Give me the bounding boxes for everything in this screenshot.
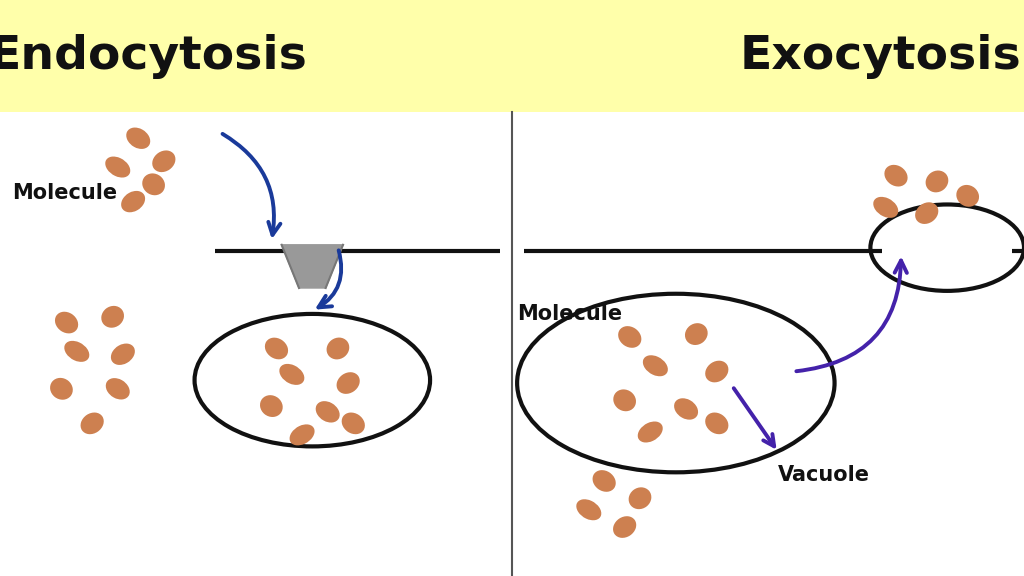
Ellipse shape	[342, 412, 365, 434]
Ellipse shape	[55, 312, 78, 334]
Ellipse shape	[265, 338, 288, 359]
Text: Molecule: Molecule	[517, 304, 623, 324]
FancyArrowPatch shape	[318, 251, 341, 308]
Ellipse shape	[915, 202, 938, 224]
Ellipse shape	[327, 338, 349, 359]
Polygon shape	[282, 245, 343, 288]
Ellipse shape	[280, 364, 304, 385]
Text: Exocytosis: Exocytosis	[739, 33, 1022, 79]
Ellipse shape	[65, 341, 89, 362]
Ellipse shape	[706, 361, 728, 382]
FancyBboxPatch shape	[0, 0, 1024, 112]
Text: Molecule: Molecule	[12, 183, 118, 203]
Ellipse shape	[577, 499, 601, 520]
Ellipse shape	[153, 150, 175, 172]
Ellipse shape	[315, 401, 340, 423]
Ellipse shape	[260, 395, 283, 417]
FancyArrowPatch shape	[222, 134, 281, 235]
Ellipse shape	[105, 378, 130, 400]
Ellipse shape	[873, 197, 898, 218]
Ellipse shape	[111, 343, 135, 365]
Ellipse shape	[674, 398, 698, 420]
Ellipse shape	[685, 323, 708, 345]
Ellipse shape	[618, 326, 641, 348]
Ellipse shape	[81, 412, 103, 434]
Ellipse shape	[926, 170, 948, 192]
Ellipse shape	[613, 389, 636, 411]
Ellipse shape	[101, 306, 124, 328]
FancyArrowPatch shape	[797, 260, 907, 371]
FancyArrowPatch shape	[734, 388, 774, 446]
Ellipse shape	[638, 422, 663, 442]
Ellipse shape	[142, 173, 165, 195]
Ellipse shape	[885, 165, 907, 187]
Ellipse shape	[643, 355, 668, 376]
Ellipse shape	[50, 378, 73, 400]
Ellipse shape	[126, 127, 151, 149]
Ellipse shape	[613, 516, 636, 538]
Ellipse shape	[105, 157, 130, 177]
Ellipse shape	[706, 412, 728, 434]
Ellipse shape	[337, 372, 359, 394]
Ellipse shape	[593, 470, 615, 492]
Text: Vacuole: Vacuole	[778, 465, 870, 485]
Ellipse shape	[121, 191, 145, 213]
Ellipse shape	[290, 425, 314, 445]
Ellipse shape	[629, 487, 651, 509]
Ellipse shape	[956, 185, 979, 207]
Text: Endocytosis: Endocytosis	[0, 33, 308, 79]
